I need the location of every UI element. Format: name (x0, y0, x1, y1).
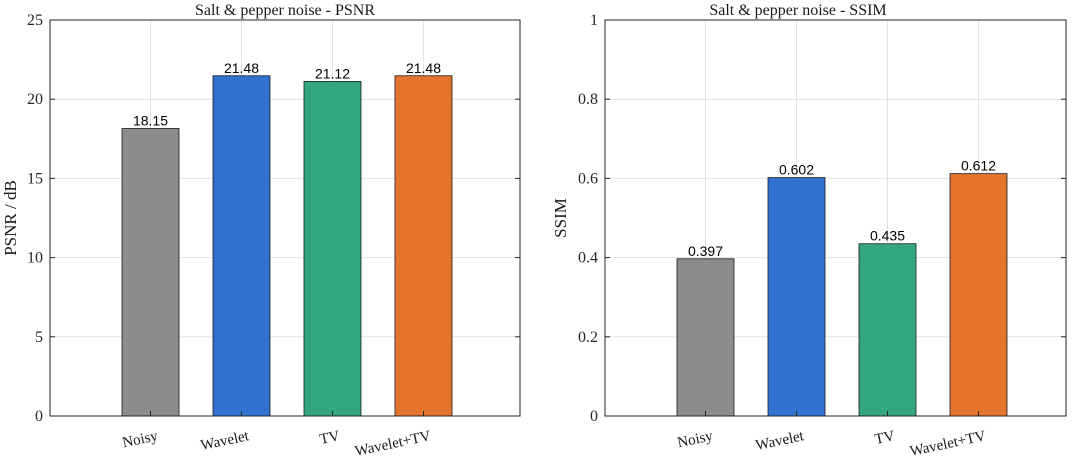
psnr-y-tick-label: 20 (27, 91, 43, 108)
ssim-y-tick-label: 0.4 (578, 250, 598, 267)
ssim-x-tick-label: Wavelet+TV (908, 428, 987, 460)
psnr-bar-wavelet-tv (394, 75, 453, 417)
psnr-value-label: 18.15 (133, 113, 168, 129)
ssim-x-tick-label: TV (873, 428, 896, 448)
psnr-y-tick-label: 5 (35, 329, 43, 346)
psnr-x-tick-label: Noisy (121, 428, 160, 451)
psnr-value-label: 21.48 (224, 60, 259, 76)
psnr-bar-wavelet (212, 75, 271, 417)
psnr-x-tick-label: Wavelet+TV (353, 428, 432, 460)
ssim-bar-tv (858, 243, 917, 417)
ssim-value-label: 0.602 (779, 162, 814, 178)
psnr-bar-noisy (121, 128, 180, 417)
ssim-chart-panel: Salt & pepper noise - SSIM SSIM 0.397 0.6… (551, 2, 1067, 460)
psnr-y-tick-label: 10 (27, 250, 43, 267)
ssim-value-label: 0.397 (688, 243, 723, 259)
ssim-x-tick-label: Noisy (676, 428, 715, 451)
psnr-axes-frame (49, 19, 521, 417)
ssim-value-label: 0.612 (961, 158, 996, 174)
ssim-chart-title: Salt & pepper noise - SSIM (709, 2, 886, 19)
psnr-y-tick-label: 15 (27, 170, 43, 187)
ssim-bar-noisy (676, 258, 735, 417)
ssim-value-label: 0.435 (870, 228, 905, 244)
psnr-x-tick-label: TV (318, 428, 341, 448)
ssim-y-tick-label: 0.6 (578, 170, 598, 187)
ssim-y-axis-label: SSIM (551, 198, 570, 238)
ssim-bar-wavelet (767, 177, 826, 417)
psnr-x-tick-label: Wavelet (199, 428, 251, 454)
psnr-chart-panel: Salt & pepper noise - PSNR PSNR / dB 18.… (1, 2, 521, 460)
ssim-y-tick-label: 0.8 (578, 91, 598, 108)
ssim-y-tick-label: 0.2 (578, 329, 598, 346)
psnr-y-axis-label: PSNR / dB (1, 180, 20, 256)
psnr-value-label: 21.12 (315, 65, 350, 81)
psnr-value-label: 21.48 (406, 60, 441, 76)
psnr-y-tick-label: 25 (27, 12, 43, 29)
psnr-chart-title: Salt & pepper noise - PSNR (195, 2, 375, 19)
psnr-y-tick-label: 0 (35, 408, 43, 425)
ssim-x-tick-label: Wavelet (754, 428, 806, 454)
psnr-bar-tv (303, 81, 362, 417)
ssim-axes-frame (604, 19, 1067, 417)
ssim-y-tick-label: 0 (590, 408, 598, 425)
ssim-bar-wavelet-tv (949, 173, 1008, 417)
ssim-y-tick-label: 1 (590, 12, 598, 29)
